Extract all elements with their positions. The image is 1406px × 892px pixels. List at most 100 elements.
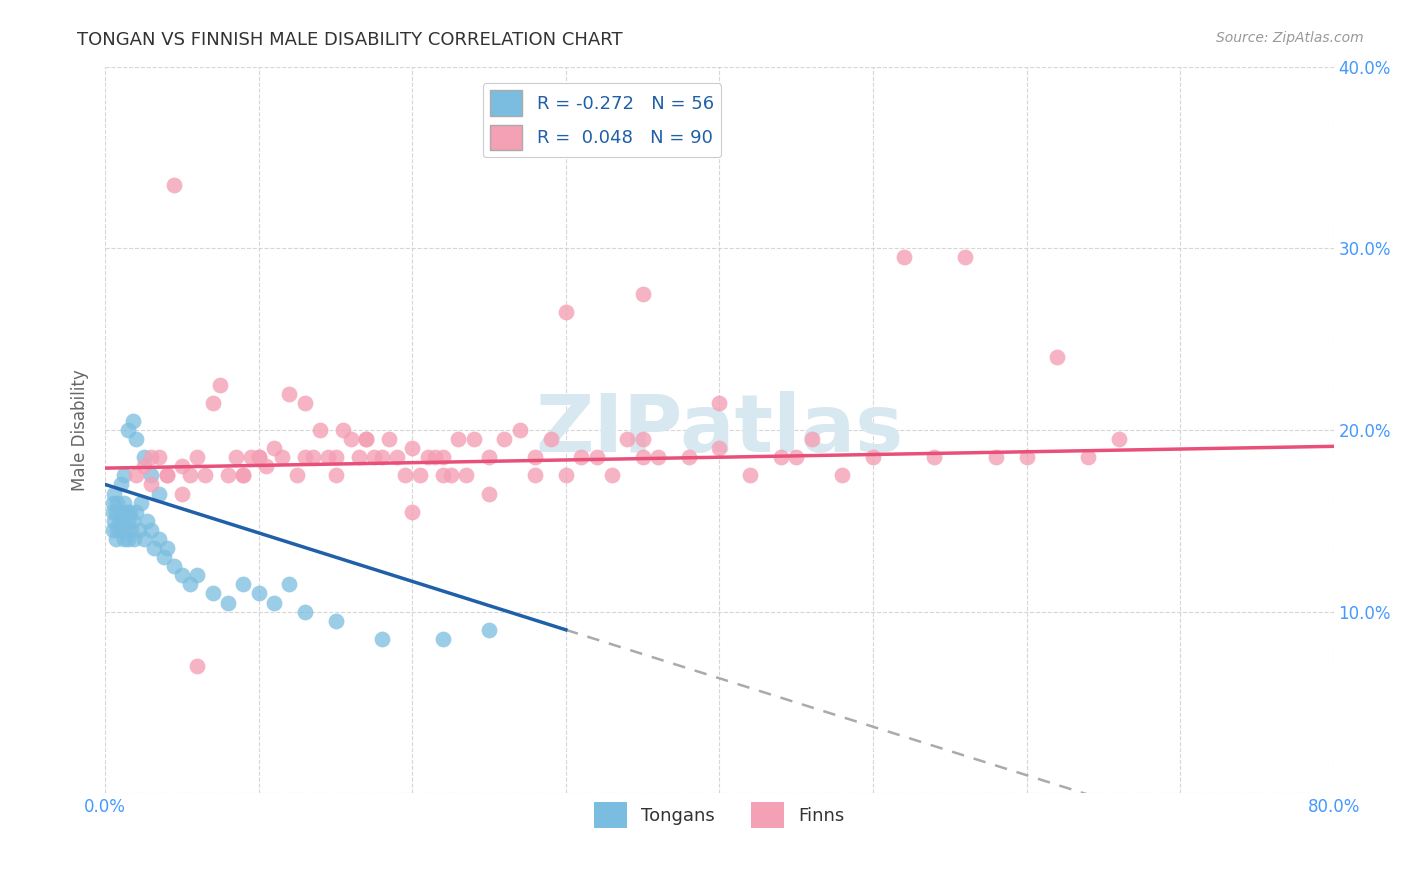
Point bbox=[201, 395, 224, 409]
Point bbox=[163, 178, 186, 192]
Point bbox=[247, 450, 270, 465]
Point bbox=[432, 632, 454, 646]
Point bbox=[616, 432, 638, 446]
Point bbox=[394, 468, 416, 483]
Point bbox=[432, 468, 454, 483]
Point bbox=[440, 468, 463, 483]
Point bbox=[110, 523, 132, 537]
Legend: Tongans, Finns: Tongans, Finns bbox=[588, 795, 852, 835]
Point bbox=[316, 450, 339, 465]
Point bbox=[984, 450, 1007, 465]
Point bbox=[709, 441, 731, 455]
Point bbox=[554, 305, 576, 319]
Point bbox=[740, 468, 762, 483]
Point bbox=[232, 577, 254, 591]
Point bbox=[454, 468, 477, 483]
Point bbox=[141, 468, 163, 483]
Point bbox=[463, 432, 485, 446]
Point bbox=[110, 477, 132, 491]
Point bbox=[156, 541, 179, 555]
Point bbox=[340, 432, 363, 446]
Point bbox=[135, 514, 157, 528]
Point bbox=[107, 523, 129, 537]
Point bbox=[294, 395, 316, 409]
Point bbox=[478, 623, 501, 637]
Point bbox=[107, 496, 129, 510]
Point bbox=[370, 632, 392, 646]
Point bbox=[401, 441, 423, 455]
Point bbox=[263, 441, 285, 455]
Point bbox=[101, 505, 124, 519]
Point bbox=[278, 386, 301, 401]
Point bbox=[247, 586, 270, 600]
Point bbox=[104, 505, 127, 519]
Point bbox=[309, 423, 332, 437]
Point bbox=[170, 568, 193, 582]
Point bbox=[112, 496, 135, 510]
Point bbox=[141, 450, 163, 465]
Point bbox=[194, 468, 217, 483]
Point bbox=[103, 514, 125, 528]
Point bbox=[110, 505, 132, 519]
Point bbox=[347, 450, 370, 465]
Point bbox=[524, 468, 547, 483]
Point bbox=[953, 251, 976, 265]
Point bbox=[141, 523, 163, 537]
Point bbox=[678, 450, 700, 465]
Point bbox=[232, 468, 254, 483]
Point bbox=[924, 450, 946, 465]
Point bbox=[256, 459, 278, 474]
Point bbox=[363, 450, 385, 465]
Point bbox=[186, 659, 208, 673]
Point bbox=[186, 568, 208, 582]
Point bbox=[143, 541, 166, 555]
Point bbox=[409, 468, 432, 483]
Point bbox=[301, 450, 323, 465]
Point bbox=[201, 586, 224, 600]
Point bbox=[769, 450, 792, 465]
Point bbox=[600, 468, 623, 483]
Point bbox=[112, 532, 135, 546]
Point bbox=[800, 432, 823, 446]
Point bbox=[370, 450, 392, 465]
Point bbox=[585, 450, 607, 465]
Point bbox=[103, 486, 125, 500]
Point bbox=[425, 450, 447, 465]
Point bbox=[125, 432, 148, 446]
Point bbox=[354, 432, 377, 446]
Point bbox=[179, 577, 201, 591]
Point bbox=[247, 450, 270, 465]
Point bbox=[118, 505, 141, 519]
Point bbox=[432, 450, 454, 465]
Point bbox=[524, 450, 547, 465]
Point bbox=[631, 432, 654, 446]
Point bbox=[540, 432, 562, 446]
Point bbox=[416, 450, 439, 465]
Point bbox=[141, 477, 163, 491]
Point bbox=[163, 559, 186, 574]
Point bbox=[148, 450, 170, 465]
Point bbox=[132, 532, 155, 546]
Point bbox=[112, 468, 135, 483]
Point bbox=[385, 450, 408, 465]
Point bbox=[117, 514, 139, 528]
Point bbox=[111, 514, 134, 528]
Point bbox=[893, 251, 915, 265]
Point bbox=[285, 468, 308, 483]
Point bbox=[785, 450, 807, 465]
Point bbox=[114, 523, 136, 537]
Point bbox=[354, 432, 377, 446]
Point bbox=[325, 468, 347, 483]
Point bbox=[170, 459, 193, 474]
Point bbox=[128, 523, 150, 537]
Point bbox=[217, 596, 239, 610]
Point bbox=[494, 432, 516, 446]
Point bbox=[647, 450, 669, 465]
Point bbox=[115, 505, 138, 519]
Point bbox=[104, 532, 127, 546]
Point bbox=[101, 496, 124, 510]
Point bbox=[156, 468, 179, 483]
Point bbox=[294, 450, 316, 465]
Point bbox=[120, 523, 142, 537]
Point bbox=[862, 450, 884, 465]
